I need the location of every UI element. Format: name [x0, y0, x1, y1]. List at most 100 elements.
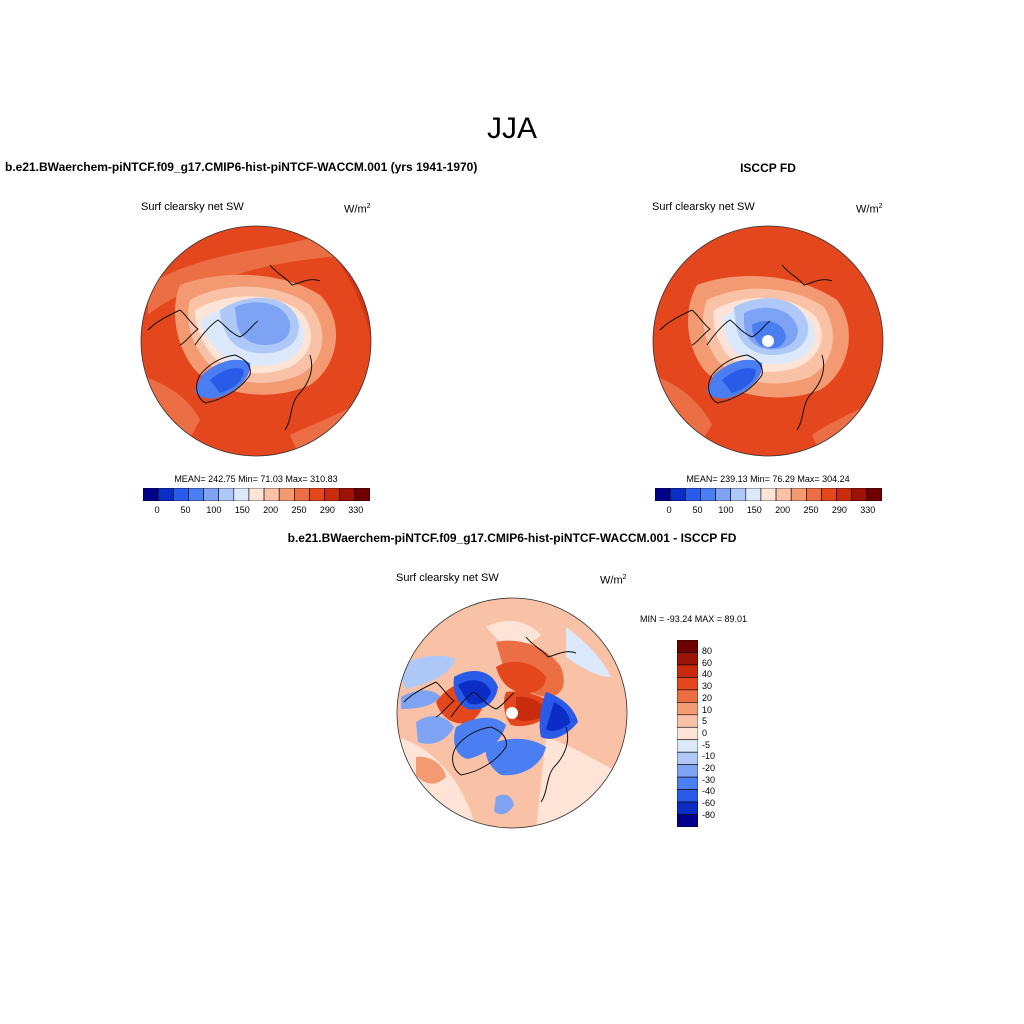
colorbar-swatch [339, 488, 356, 501]
colorbar-tick-label: 80 [702, 646, 713, 656]
model-coastlines [147, 264, 321, 431]
colorbar-swatch [677, 652, 698, 666]
colorbar-tick-label: -10 [702, 751, 716, 762]
model-polar-map [140, 225, 372, 457]
diff-variable-label: Surf clearsky net SW [396, 572, 499, 584]
colorbar-swatch [760, 488, 777, 501]
colorbar-swatch [677, 801, 698, 815]
colorbar-tick-label: 250 [291, 505, 307, 515]
colorbar-swatch [218, 488, 235, 501]
colorbar-swatch [172, 488, 189, 501]
colorbar-tick-label: 290 [831, 505, 847, 515]
colorbar-swatch [157, 488, 174, 501]
colorbar-tick-label: 200 [775, 505, 791, 515]
colorbar-tick-label: 330 [348, 505, 364, 515]
colorbar-swatch [677, 764, 698, 778]
colorbar-swatch [278, 488, 295, 501]
colorbar-tick-label: -80 [702, 809, 716, 820]
colorbar-swatch [775, 488, 792, 501]
colorbar-swatch [677, 677, 698, 691]
colorbar-tick-label: 0 [154, 505, 160, 515]
colorbar-swatch [821, 488, 837, 501]
colorbar-tick-label: 290 [319, 505, 335, 515]
colorbar-swatch [677, 814, 698, 827]
colorbar-swatch [309, 488, 325, 501]
model-variable-label: Surf clearsky net SW [141, 201, 244, 213]
colorbar-swatch [745, 488, 762, 501]
colorbar-swatch [677, 776, 698, 790]
colorbar-tick-label: 100 [206, 505, 222, 515]
obs-variable-label: Surf clearsky net SW [652, 201, 755, 213]
model-colorbar-labels: 0 50 100 150 200 250 290 330 [143, 505, 370, 515]
diff-panel-header: b.e21.BWaerchem-piNTCF.f09_g17.CMIP6-his… [287, 531, 737, 545]
colorbar-tick-label: 40 [702, 669, 713, 680]
colorbar-tick-label: -40 [702, 786, 716, 797]
diff-colorbar [677, 640, 698, 827]
colorbar-swatch [677, 726, 698, 741]
colorbar-swatch [866, 488, 882, 501]
colorbar-tick-label: 200 [263, 505, 279, 515]
colorbar-swatch [677, 664, 698, 678]
obs-units-label: W/m2 [856, 203, 883, 216]
obs-stats-text: MEAN= 239.13 Min= 76.29 Max= 304.24 [686, 474, 850, 484]
colorbar-tick-label: 150 [746, 505, 762, 515]
colorbar-swatch [790, 488, 807, 501]
colorbar-swatch [669, 488, 686, 501]
colorbar-swatch [203, 488, 219, 501]
colorbar-swatch [263, 488, 280, 501]
colorbar-swatch [836, 488, 853, 501]
colorbar-swatch [715, 488, 731, 501]
colorbar-swatch [324, 488, 341, 501]
colorbar-tick-label: -60 [702, 798, 716, 809]
model-units-label: W/m2 [344, 203, 371, 216]
colorbar-swatch [677, 640, 698, 653]
figure-title: JJA [486, 112, 537, 145]
obs-colorbar-labels: 0 50 100 150 200 250 290 330 [655, 505, 882, 515]
colorbar-swatch [700, 488, 716, 501]
colorbar-tick-label: 150 [234, 505, 250, 515]
model-colorbar [143, 488, 370, 501]
colorbar-swatch [677, 739, 698, 753]
diff-coastlines [403, 636, 577, 803]
colorbar-tick-label: 5 [702, 716, 708, 727]
colorbar-tick-label: 50 [692, 505, 703, 515]
colorbar-tick-label: 100 [718, 505, 734, 515]
colorbar-swatch [677, 689, 698, 703]
diff-units-label: W/m2 [600, 574, 627, 587]
colorbar-swatch [655, 488, 671, 501]
colorbar-swatch [677, 751, 698, 765]
colorbar-tick-label: 0 [666, 505, 672, 515]
colorbar-tick-label: -20 [702, 763, 716, 774]
obs-polar-map [652, 225, 884, 457]
colorbar-swatch [233, 488, 250, 501]
colorbar-swatch [806, 488, 822, 501]
colorbar-tick-label: 60 [702, 657, 713, 668]
colorbar-tick-label: 10 [702, 704, 713, 715]
colorbar-tick-label: 250 [803, 505, 819, 515]
colorbar-swatch [677, 789, 698, 803]
colorbar-swatch [677, 702, 698, 716]
colorbar-tick-label: 20 [702, 692, 713, 703]
colorbar-tick-label: 50 [180, 505, 191, 515]
colorbar-swatch [188, 488, 204, 501]
colorbar-tick-label: -30 [702, 774, 716, 785]
diff-colorbar-labels: 80 60 40 30 20 10 5 0 -5 -10 -20 -30 -40 -60 -80 [702, 646, 715, 822]
diff-minmax-text: MIN = -93.24 MAX = 89.01 [640, 614, 748, 624]
colorbar-swatch [730, 488, 747, 501]
colorbar-swatch [248, 488, 265, 501]
obs-colorbar [655, 488, 882, 501]
colorbar-tick-label: 0 [702, 727, 708, 738]
colorbar-swatch [354, 488, 370, 501]
colorbar-tick-label: 30 [702, 681, 713, 692]
colorbar-swatch [143, 488, 159, 501]
model-stats-text: MEAN= 242.75 Min= 71.03 Max= 310.83 [174, 474, 338, 484]
obs-panel-header: ISCCP FD [740, 161, 796, 175]
colorbar-tick-label: 330 [860, 505, 876, 515]
model-panel-header: b.e21.BWaerchem-piNTCF.f09_g17.CMIP6-his… [5, 160, 478, 174]
obs-coastlines [659, 264, 833, 431]
diff-polar-map [396, 597, 628, 829]
colorbar-swatch [677, 714, 698, 728]
colorbar-tick-label: -5 [702, 739, 711, 750]
colorbar-swatch [684, 488, 701, 501]
colorbar-swatch [851, 488, 868, 501]
